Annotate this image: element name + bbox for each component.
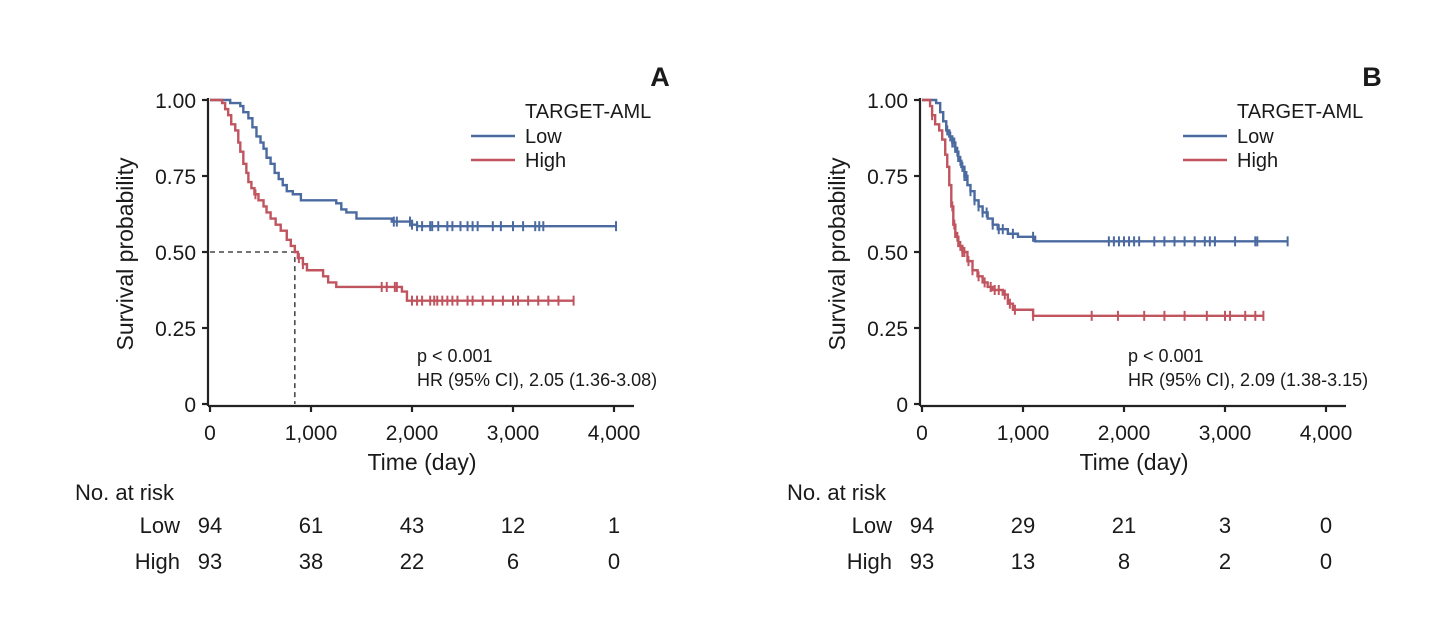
panel-b-risk-count: 0 (1320, 513, 1332, 538)
panel-b-legend-label-low: Low (1237, 126, 1274, 148)
panel-a-legend-label-high: High (525, 150, 566, 172)
panel-a-x-tick-label: 2,000 (386, 422, 439, 445)
panel-b-curve-low (922, 98, 1288, 243)
panel-b-x-axis-title: Time (day) (1079, 449, 1188, 475)
panel-b-risk-count: 8 (1118, 549, 1130, 574)
panel-a-risk-count: 93 (198, 549, 222, 574)
panel-b-risk-row-label-high: High (847, 549, 892, 574)
panel-b-risk-count: 93 (910, 549, 934, 574)
panel-b-y-axis-title: Survival probability (824, 157, 850, 351)
panel-a: A Survival probability Time (day) 1.00 0… (75, 62, 670, 574)
panel-a-y-tick-label: 0.50 (155, 242, 196, 265)
panel-b-legend-title: TARGET-AML (1237, 101, 1363, 123)
panel-a-legend-label-low: Low (525, 126, 562, 148)
panel-a-y-ticks: 1.00 0.75 0.50 0.25 0 (155, 90, 196, 417)
panel-a-letter: A (650, 62, 670, 92)
panel-a-risk-count: 61 (299, 513, 323, 538)
panel-b-hazard-ratio: HR (95% CI), 2.09 (1.38-3.15) (1128, 370, 1368, 390)
panel-b: B Survival probability Time (day) 1.00 0… (787, 62, 1382, 574)
panel-a-y-tick-label: 0 (184, 394, 196, 417)
panel-a-x-axis-title: Time (day) (367, 449, 476, 475)
panel-a-y-axis-title: Survival probability (112, 157, 138, 351)
panel-a-curve-high (210, 98, 574, 302)
panel-a-legend: TARGET-AML Low High (471, 101, 651, 172)
panel-a-risk-title: No. at risk (75, 480, 175, 505)
panel-b-curve-high (922, 98, 1264, 318)
panel-a-risk-count: 38 (299, 549, 323, 574)
panel-a-plot-area (202, 98, 634, 412)
panel-b-y-tick-label: 0.25 (867, 318, 908, 341)
panel-a-legend-title: TARGET-AML (525, 101, 651, 123)
panel-b-y-tick-label: 0.75 (867, 166, 908, 189)
panel-a-y-tick-label: 1.00 (155, 90, 196, 113)
panel-b-risk-count: 0 (1320, 549, 1332, 574)
panel-a-risk-row-label-high: High (135, 549, 180, 574)
panel-a-x-tick-label: 1,000 (285, 422, 338, 445)
panel-b-x-tick-label: 0 (916, 422, 928, 445)
panel-a-median-reference-line (210, 251, 296, 404)
panel-a-x-tick-label: 4,000 (588, 422, 641, 445)
panel-a-risk-count: 1 (608, 513, 620, 538)
panel-b-x-tick-label: 3,000 (1199, 422, 1252, 445)
panel-b-risk-table: No. at risk Low 94 29 21 3 0 High 93 13 … (787, 480, 1332, 574)
panel-b-risk-count: 29 (1011, 513, 1035, 538)
panel-a-x-ticks: 0 1,000 2,000 3,000 4,000 (204, 422, 640, 445)
panel-a-risk-count: 0 (608, 549, 620, 574)
panel-b-risk-row-label-low: Low (852, 513, 892, 538)
panel-a-risk-count: 12 (501, 513, 525, 538)
panel-b-y-tick-label: 1.00 (867, 90, 908, 113)
panel-a-x-tick-label: 3,000 (487, 422, 540, 445)
panel-a-risk-table: No. at risk Low 94 61 43 12 1 High 93 38… (75, 480, 620, 574)
panel-a-y-tick-label: 0.25 (155, 318, 196, 341)
panel-b-risk-count: 13 (1011, 549, 1035, 574)
panel-b-y-tick-label: 0 (896, 394, 908, 417)
panel-b-letter: B (1362, 62, 1382, 92)
panel-a-y-tick-label: 0.75 (155, 166, 196, 189)
panel-a-risk-count: 6 (507, 549, 519, 574)
panel-b-legend: TARGET-AML Low High (1183, 101, 1363, 172)
panel-a-risk-count: 43 (400, 513, 424, 538)
panel-b-x-tick-label: 4,000 (1300, 422, 1353, 445)
panel-a-hazard-ratio: HR (95% CI), 2.05 (1.36-3.08) (417, 370, 657, 390)
panel-a-risk-count: 94 (198, 513, 222, 538)
panel-a-risk-count: 22 (400, 549, 424, 574)
panel-b-risk-count: 2 (1219, 549, 1231, 574)
panel-b-p-value: p < 0.001 (1128, 346, 1204, 366)
panel-a-x-tick-label: 0 (204, 422, 216, 445)
panel-a-curve-low (210, 98, 617, 228)
panel-a-risk-row-label-low: Low (140, 513, 180, 538)
panel-b-risk-title: No. at risk (787, 480, 887, 505)
panel-b-x-tick-label: 2,000 (1098, 422, 1151, 445)
panel-b-y-tick-label: 0.50 (867, 242, 908, 265)
panel-b-plot-area (914, 98, 1346, 412)
panel-b-x-ticks: 0 1,000 2,000 3,000 4,000 (916, 422, 1352, 445)
panel-a-p-value: p < 0.001 (417, 346, 493, 366)
panel-b-y-ticks: 1.00 0.75 0.50 0.25 0 (867, 90, 908, 417)
panel-b-x-tick-label: 1,000 (997, 422, 1050, 445)
panel-b-risk-count: 94 (910, 513, 934, 538)
panel-b-risk-count: 21 (1112, 513, 1136, 538)
panel-b-legend-label-high: High (1237, 150, 1278, 172)
panel-b-risk-count: 3 (1219, 513, 1231, 538)
